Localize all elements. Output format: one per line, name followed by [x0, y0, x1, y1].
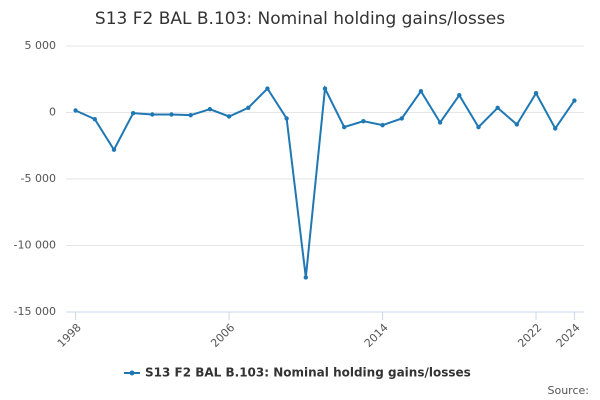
data-point [361, 118, 366, 124]
data-point [150, 112, 155, 117]
data-point [495, 105, 500, 111]
y-tick-label: -10 000 [14, 239, 56, 252]
data-point [418, 89, 424, 94]
chart-title: S13 F2 BAL B.103: Nominal holding gains/… [95, 9, 505, 29]
data-point [207, 106, 213, 112]
data-point [457, 93, 462, 98]
data-point [188, 112, 193, 118]
data-point [130, 110, 136, 116]
x-tick-label: 2024 [554, 321, 583, 350]
x-tick-label: 2022 [515, 321, 544, 350]
y-tick-label: 5 000 [25, 39, 57, 52]
series-line [75, 85, 576, 278]
data-point [265, 86, 270, 91]
x-tick-label: 2014 [362, 321, 391, 350]
x-tick-label: 2006 [208, 321, 237, 350]
data-point [553, 126, 558, 131]
data-point [92, 116, 97, 122]
x-tick-label: 1998 [55, 321, 84, 350]
data-point [226, 114, 232, 119]
y-tick-label: -15 000 [14, 305, 56, 318]
data-point [380, 122, 385, 128]
data-point [111, 147, 117, 152]
data-point [533, 91, 539, 96]
data-point [437, 120, 443, 125]
data-point [399, 116, 404, 121]
data-point [284, 116, 289, 121]
source: Source: [548, 384, 590, 397]
data-point [476, 124, 481, 130]
data-point [169, 112, 174, 117]
y-tick-label: -5 000 [21, 172, 56, 185]
data-point [73, 108, 78, 113]
data-point [322, 86, 328, 91]
data-point [572, 98, 577, 103]
legend-label: S13 F2 BAL B.103: Nominal holding gains/… [145, 366, 471, 380]
data-point [246, 105, 251, 111]
y-tick-label: 0 [49, 106, 56, 119]
legend-marker [129, 370, 135, 376]
data-point [303, 275, 309, 280]
data-point [341, 124, 347, 130]
data-point [514, 122, 520, 127]
